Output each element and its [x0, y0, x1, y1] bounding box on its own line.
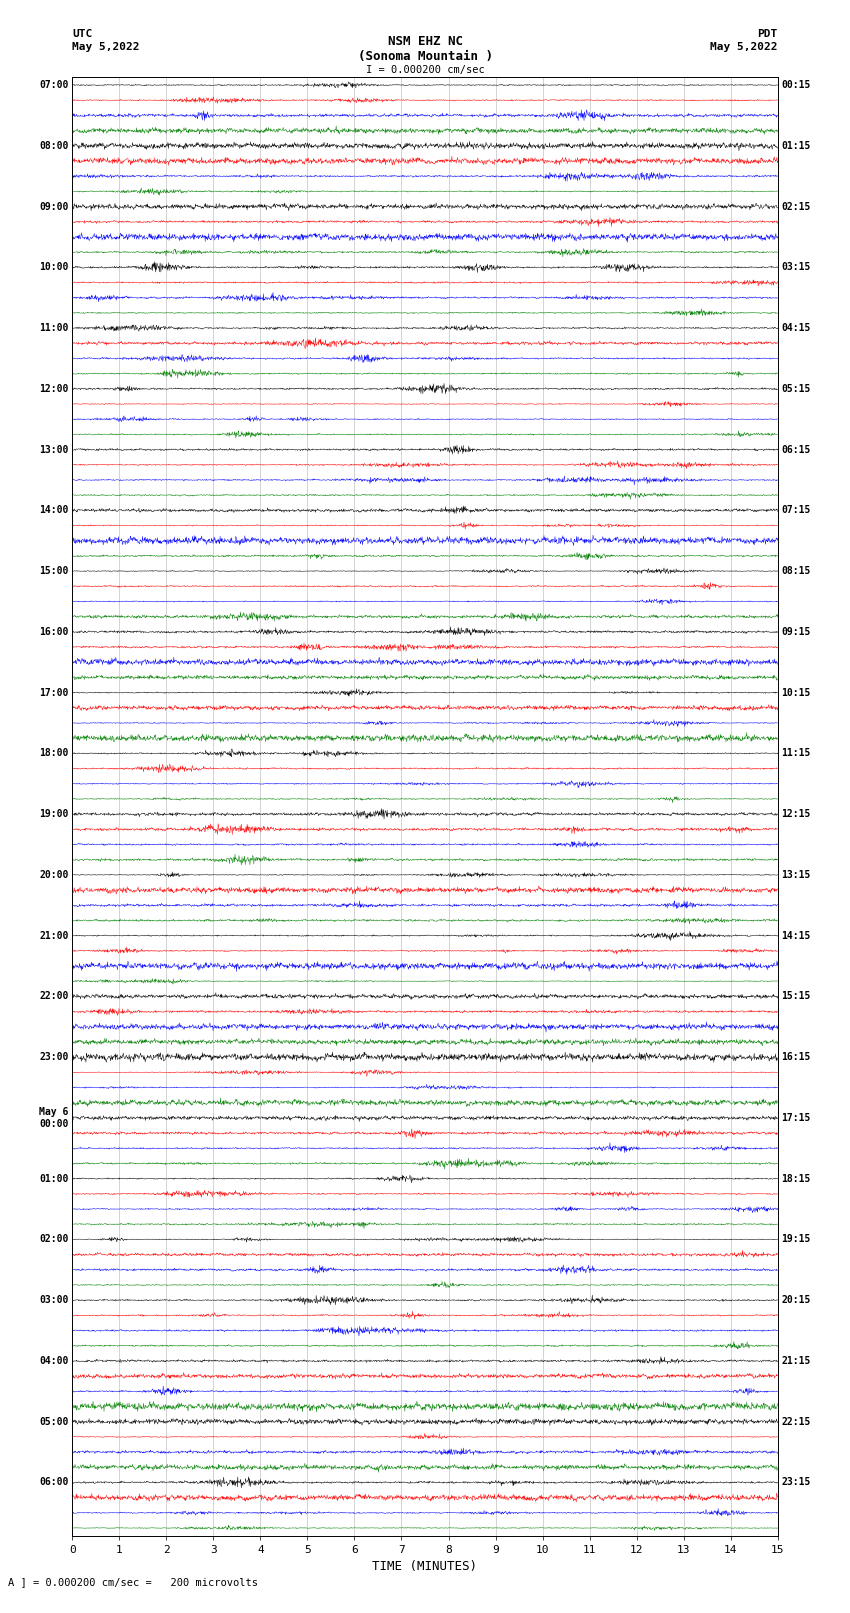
Text: May 5,2022: May 5,2022: [711, 42, 778, 52]
Text: 21:15: 21:15: [781, 1357, 811, 1366]
Text: (Sonoma Mountain ): (Sonoma Mountain ): [358, 50, 492, 63]
Text: 01:00: 01:00: [39, 1174, 69, 1184]
Text: 04:15: 04:15: [781, 323, 811, 332]
Text: 00:15: 00:15: [781, 81, 811, 90]
Text: 23:00: 23:00: [39, 1052, 69, 1061]
Text: 07:15: 07:15: [781, 505, 811, 515]
Text: 09:00: 09:00: [39, 202, 69, 211]
Text: 11:00: 11:00: [39, 323, 69, 332]
Text: 04:00: 04:00: [39, 1357, 69, 1366]
Text: 18:15: 18:15: [781, 1174, 811, 1184]
Text: 17:00: 17:00: [39, 687, 69, 697]
Text: 22:00: 22:00: [39, 992, 69, 1002]
Text: 05:00: 05:00: [39, 1416, 69, 1426]
Text: 23:15: 23:15: [781, 1478, 811, 1487]
Text: 17:15: 17:15: [781, 1113, 811, 1123]
Text: 20:00: 20:00: [39, 869, 69, 879]
Text: 22:15: 22:15: [781, 1416, 811, 1426]
Text: NSM EHZ NC: NSM EHZ NC: [388, 35, 462, 48]
Text: 14:15: 14:15: [781, 931, 811, 940]
Text: 21:00: 21:00: [39, 931, 69, 940]
Text: 03:15: 03:15: [781, 263, 811, 273]
Text: 13:00: 13:00: [39, 445, 69, 455]
Text: 06:15: 06:15: [781, 445, 811, 455]
Text: 08:00: 08:00: [39, 140, 69, 150]
Text: I = 0.000200 cm/sec: I = 0.000200 cm/sec: [366, 65, 484, 74]
Text: 10:00: 10:00: [39, 263, 69, 273]
Text: A ] = 0.000200 cm/sec =   200 microvolts: A ] = 0.000200 cm/sec = 200 microvolts: [8, 1578, 258, 1587]
Text: UTC: UTC: [72, 29, 93, 39]
Text: 02:15: 02:15: [781, 202, 811, 211]
Text: PDT: PDT: [757, 29, 778, 39]
Text: 13:15: 13:15: [781, 869, 811, 879]
Text: 16:15: 16:15: [781, 1052, 811, 1061]
Text: 16:00: 16:00: [39, 627, 69, 637]
Text: 09:15: 09:15: [781, 627, 811, 637]
Text: 14:00: 14:00: [39, 505, 69, 515]
Text: 06:00: 06:00: [39, 1478, 69, 1487]
Text: 11:15: 11:15: [781, 748, 811, 758]
X-axis label: TIME (MINUTES): TIME (MINUTES): [372, 1560, 478, 1573]
Text: May 6
00:00: May 6 00:00: [39, 1107, 69, 1129]
Text: 15:00: 15:00: [39, 566, 69, 576]
Text: May 5,2022: May 5,2022: [72, 42, 139, 52]
Text: 18:00: 18:00: [39, 748, 69, 758]
Text: 12:00: 12:00: [39, 384, 69, 394]
Text: 07:00: 07:00: [39, 81, 69, 90]
Text: 05:15: 05:15: [781, 384, 811, 394]
Text: 19:00: 19:00: [39, 810, 69, 819]
Text: 15:15: 15:15: [781, 992, 811, 1002]
Text: 10:15: 10:15: [781, 687, 811, 697]
Text: 01:15: 01:15: [781, 140, 811, 150]
Text: 19:15: 19:15: [781, 1234, 811, 1244]
Text: 12:15: 12:15: [781, 810, 811, 819]
Text: 02:00: 02:00: [39, 1234, 69, 1244]
Text: 08:15: 08:15: [781, 566, 811, 576]
Text: 03:00: 03:00: [39, 1295, 69, 1305]
Text: 20:15: 20:15: [781, 1295, 811, 1305]
